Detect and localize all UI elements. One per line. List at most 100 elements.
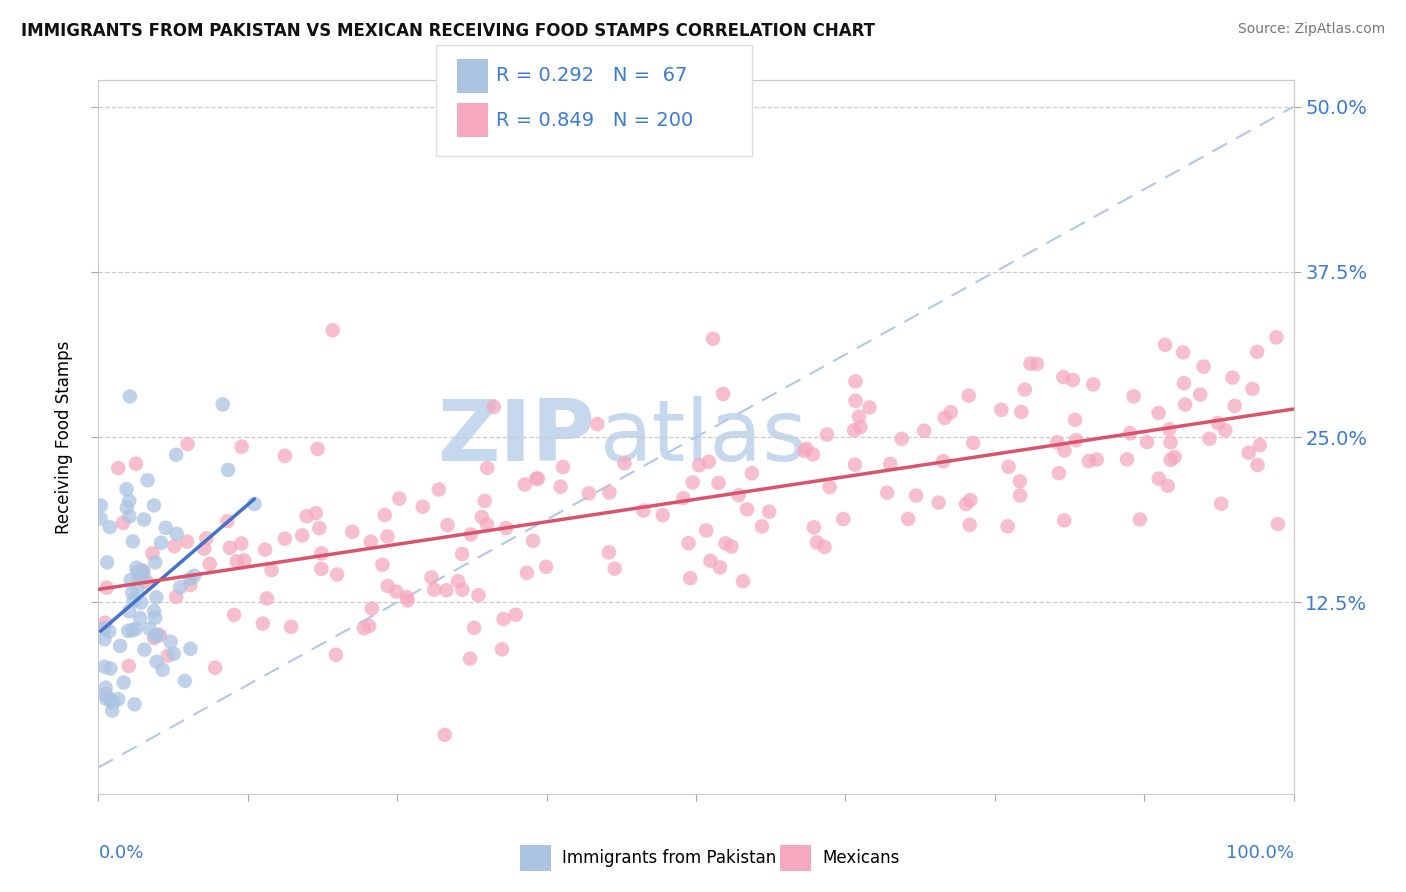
- Point: [527, 471, 550, 485]
- Point: [451, 582, 474, 597]
- Point: [225, 554, 247, 568]
- Point: [806, 535, 828, 549]
- Point: [1052, 370, 1074, 384]
- Point: [1192, 359, 1215, 374]
- Point: [412, 500, 434, 514]
- Point: [1211, 497, 1233, 511]
- Point: [311, 546, 333, 560]
- Point: [90, 499, 112, 513]
- Point: [96, 581, 118, 595]
- Point: [1014, 383, 1036, 397]
- Point: [524, 472, 547, 486]
- Point: [377, 579, 399, 593]
- Point: [957, 388, 980, 402]
- Point: [128, 572, 150, 586]
- Point: [150, 536, 173, 550]
- Point: [103, 695, 125, 709]
- Point: [474, 494, 496, 508]
- Point: [115, 482, 138, 496]
- Point: [1159, 422, 1181, 436]
- Point: [1008, 475, 1031, 489]
- Point: [111, 516, 134, 530]
- Point: [107, 692, 129, 706]
- Text: R = 0.292   N =  67: R = 0.292 N = 67: [496, 66, 688, 86]
- Point: [129, 611, 152, 625]
- Point: [1116, 452, 1139, 467]
- Point: [928, 495, 950, 509]
- Point: [274, 449, 297, 463]
- Point: [98, 661, 121, 675]
- Point: [122, 534, 145, 549]
- Point: [1083, 377, 1105, 392]
- Point: [107, 461, 129, 475]
- Point: [149, 628, 172, 642]
- Point: [179, 641, 201, 656]
- Point: [1147, 472, 1170, 486]
- Text: IMMIGRANTS FROM PAKISTAN VS MEXICAN RECEIVING FOOD STAMPS CORRELATION CHART: IMMIGRANTS FROM PAKISTAN VS MEXICAN RECE…: [21, 22, 875, 40]
- Point: [990, 402, 1012, 417]
- Point: [143, 611, 166, 625]
- Point: [844, 458, 866, 472]
- Point: [613, 456, 636, 470]
- Point: [897, 512, 920, 526]
- Point: [183, 568, 205, 582]
- Point: [121, 585, 143, 599]
- Text: Source: ZipAtlas.com: Source: ZipAtlas.com: [1237, 22, 1385, 37]
- Point: [1119, 426, 1142, 441]
- Text: 0.0%: 0.0%: [98, 844, 143, 862]
- Point: [155, 521, 177, 535]
- Point: [735, 502, 758, 516]
- Point: [463, 621, 485, 635]
- Point: [326, 567, 349, 582]
- Point: [598, 545, 620, 559]
- Point: [458, 651, 481, 665]
- Point: [217, 514, 239, 528]
- Point: [849, 420, 872, 434]
- Point: [433, 728, 456, 742]
- Point: [672, 491, 695, 505]
- Point: [179, 578, 201, 592]
- Point: [460, 527, 482, 541]
- Point: [374, 508, 396, 522]
- Point: [120, 573, 142, 587]
- Point: [1267, 517, 1289, 532]
- Point: [1174, 397, 1197, 411]
- Point: [166, 526, 188, 541]
- Point: [758, 505, 780, 519]
- Point: [100, 694, 122, 708]
- Point: [1129, 512, 1152, 526]
- Point: [395, 590, 418, 604]
- Point: [219, 541, 242, 555]
- Point: [311, 562, 333, 576]
- Text: 100.0%: 100.0%: [1226, 844, 1294, 862]
- Point: [1241, 382, 1264, 396]
- Point: [305, 506, 328, 520]
- Text: R = 0.849   N = 200: R = 0.849 N = 200: [496, 111, 693, 130]
- Point: [801, 447, 824, 461]
- Point: [1147, 406, 1170, 420]
- Point: [477, 461, 499, 475]
- Point: [651, 508, 673, 522]
- Point: [1237, 445, 1260, 459]
- Point: [997, 519, 1019, 533]
- Point: [858, 401, 880, 415]
- Point: [377, 529, 399, 543]
- Point: [146, 627, 169, 641]
- Point: [702, 332, 724, 346]
- Point: [127, 582, 149, 596]
- Point: [260, 563, 283, 577]
- Point: [578, 486, 600, 500]
- Point: [118, 493, 141, 508]
- Point: [905, 489, 928, 503]
- Point: [96, 555, 118, 569]
- Point: [451, 547, 474, 561]
- Point: [707, 475, 730, 490]
- Point: [586, 417, 609, 431]
- Point: [118, 659, 141, 673]
- Point: [195, 532, 218, 546]
- Point: [1077, 454, 1099, 468]
- Point: [1010, 488, 1032, 502]
- Point: [136, 575, 159, 590]
- Point: [132, 564, 155, 578]
- Point: [156, 648, 179, 663]
